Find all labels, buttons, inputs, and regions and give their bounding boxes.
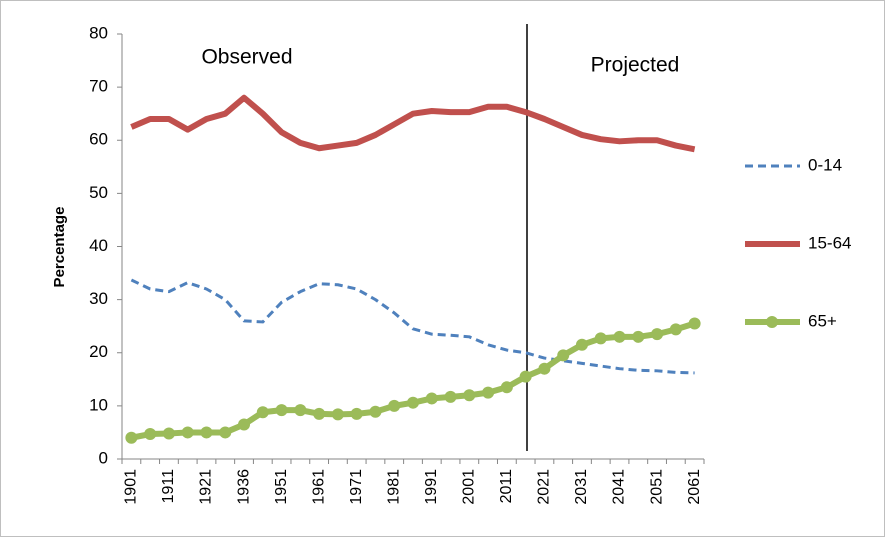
x-tick-label: 1971 (348, 469, 365, 505)
x-tick-label: 2011 (498, 469, 515, 504)
x-tick-label: 2061 (686, 469, 703, 505)
data-point (256, 406, 269, 419)
y-tick-label: 70 (89, 77, 108, 96)
legend-label: 15-64 (808, 233, 851, 252)
data-point (500, 381, 513, 394)
x-tick-label: 2041 (611, 469, 628, 505)
data-point (538, 362, 551, 375)
data-point (350, 407, 363, 420)
data-point (613, 330, 626, 343)
y-tick-label: 80 (89, 23, 108, 42)
y-tick-label: 20 (89, 342, 108, 361)
y-tick-label: 10 (89, 395, 108, 414)
x-tick-label: 1936 (235, 469, 252, 505)
data-point (369, 405, 382, 418)
data-point (125, 431, 138, 444)
x-tick-label: 2031 (573, 469, 590, 505)
data-point (275, 404, 288, 417)
data-point (294, 404, 307, 417)
x-tick-label: 1991 (423, 469, 440, 505)
y-tick-label: 0 (99, 448, 108, 467)
y-tick-label: 60 (89, 130, 108, 149)
data-point (444, 390, 457, 403)
x-tick-label: 1921 (198, 469, 215, 505)
data-point (594, 332, 607, 345)
data-point (162, 427, 175, 440)
data-point (632, 330, 645, 343)
data-point (331, 408, 344, 421)
data-point (238, 418, 251, 431)
legend-label: 0-14 (808, 155, 842, 174)
data-point (425, 392, 438, 405)
data-point (575, 338, 588, 351)
series-line (130, 278, 695, 375)
legend-label: 65+ (808, 311, 837, 330)
x-tick-label: 1911 (160, 469, 177, 504)
x-tick-label: 2001 (461, 469, 478, 505)
data-point (688, 317, 701, 330)
x-tick-label: 1981 (385, 469, 402, 505)
data-point (463, 389, 476, 402)
x-tick-label: 2051 (648, 469, 665, 505)
y-tick-label: 50 (89, 183, 108, 202)
series-line (130, 94, 696, 153)
data-point (557, 349, 570, 362)
data-point (482, 386, 495, 399)
data-point (407, 396, 419, 409)
y-tick-label: 30 (89, 289, 108, 308)
x-tick-label: 1951 (273, 469, 290, 505)
annotation: Projected (591, 54, 680, 77)
data-point (219, 426, 232, 439)
x-tick-label: 1961 (310, 469, 327, 505)
data-point (519, 370, 532, 383)
data-point (388, 399, 401, 412)
y-axis-label: Percentage (51, 207, 68, 288)
data-point (651, 328, 664, 341)
legend-marker (766, 316, 778, 328)
data-point (181, 426, 194, 439)
annotation: Observed (201, 46, 292, 69)
data-point (313, 407, 326, 420)
data-point (200, 426, 213, 439)
data-point (669, 323, 682, 336)
x-tick-label: 1901 (123, 469, 140, 505)
x-tick-label: 2021 (536, 469, 553, 505)
data-point (144, 428, 157, 441)
y-tick-label: 40 (89, 236, 108, 255)
